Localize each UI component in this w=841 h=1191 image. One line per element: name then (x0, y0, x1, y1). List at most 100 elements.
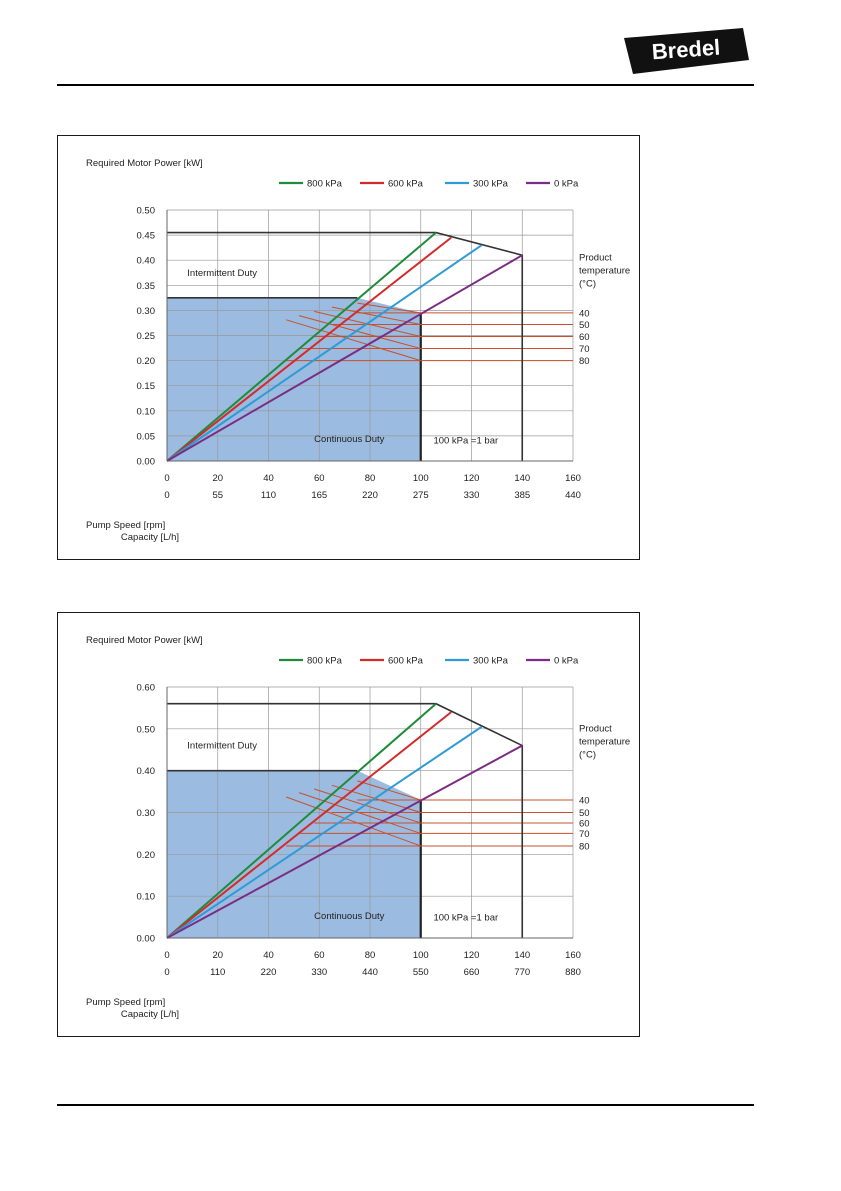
x2-tick-label: 55 (212, 490, 223, 501)
chart-1: 0.00 0.05 0.10 0.15 0.20 0.25 0.30 0.35 0.40 0.45… (57, 135, 640, 560)
legend-label: 800 kPa (307, 656, 343, 667)
x-tick-label: 120 (464, 950, 480, 961)
x2-tick-label: 550 (413, 967, 429, 978)
y-tick-label: 0.05 (137, 431, 156, 442)
footer-rule (57, 1104, 754, 1106)
y-tick-label: 0.25 (137, 331, 156, 342)
series-line-600-kpa (166, 711, 452, 939)
x2-tick-label: 660 (464, 967, 480, 978)
series-line-300-kpa (166, 725, 483, 939)
x-tick-label: 140 (514, 473, 530, 484)
temperature-curve-80 (286, 796, 421, 847)
x2-tick-label: 0 (164, 967, 169, 978)
temperature-label: 40 (579, 795, 590, 806)
legend-label: 800 kPa (307, 179, 343, 190)
x2-tick-label: 220 (362, 490, 378, 501)
temperature-curve-80 (286, 319, 421, 362)
x-tick-label: 120 (464, 473, 480, 484)
temperature-curve-70 (298, 315, 421, 350)
continuous-duty-region (167, 297, 421, 461)
x-tick-label: 160 (565, 950, 581, 961)
y-tick-label: 0.50 (137, 206, 156, 217)
x2-tick-label: 330 (311, 967, 327, 978)
temperature-title-line-1: Product (579, 724, 612, 735)
y-tick-label: 0.45 (137, 231, 156, 242)
legend-label: 300 kPa (473, 656, 509, 667)
temperature-label: 60 (579, 332, 590, 343)
legend-label: 0 kPa (554, 656, 579, 667)
temperature-label: 80 (579, 841, 590, 852)
temperature-label: 80 (579, 356, 590, 367)
continuous-duty-label: Continuous Duty (314, 434, 384, 445)
chart-title: Required Motor Power [kW] (86, 158, 203, 169)
x-tick-label: 140 (514, 950, 530, 961)
series-line-600-kpa (166, 236, 452, 462)
chart-2-plot: 0.00 0.10 0.20 0.30 0.40 0.50 0.60 0 20 40 60 80 100… (86, 635, 630, 1020)
temperature-label: 50 (579, 320, 590, 331)
x-tick-label: 60 (314, 950, 325, 961)
legend-label: 0 kPa (554, 179, 579, 190)
x2-tick-label: 275 (413, 490, 429, 501)
x2-tick-label: 0 (164, 490, 169, 501)
x2-tick-label: 165 (311, 490, 327, 501)
bar-conversion-note: 100 kPa =1 bar (433, 912, 498, 923)
chart-title: Required Motor Power [kW] (86, 635, 203, 646)
x-tick-label: 40 (263, 473, 274, 484)
x2-tick-label: 440 (565, 490, 581, 501)
temperature-title-line-3: (°C) (579, 750, 596, 761)
y-tick-label: 0.15 (137, 381, 156, 392)
x2-tick-label: 330 (464, 490, 480, 501)
x-tick-label: 160 (565, 473, 581, 484)
y-tick-label: 0.30 (137, 808, 156, 819)
temperature-label: 60 (579, 818, 590, 829)
temperature-label: 70 (579, 829, 590, 840)
legend-label: 300 kPa (473, 179, 509, 190)
x-axis-label: Pump Speed [rpm] (86, 997, 165, 1008)
x2-tick-label: 770 (514, 967, 530, 978)
intermittent-duty-label: Intermittent Duty (187, 268, 257, 279)
legend-label: 600 kPa (388, 179, 424, 190)
temperature-title-line-2: temperature (579, 737, 630, 748)
temperature-label: 50 (579, 808, 590, 819)
series-line-0-kpa (166, 744, 523, 939)
y-tick-label: 0.00 (137, 457, 156, 468)
x2-tick-label: 440 (362, 967, 378, 978)
y-tick-label: 0.50 (137, 724, 156, 735)
x-tick-label: 80 (365, 473, 376, 484)
x-tick-label: 80 (365, 950, 376, 961)
y-tick-label: 0.35 (137, 281, 156, 292)
header-rule (57, 84, 754, 86)
temperature-label: 70 (579, 344, 590, 355)
temperature-title-line-1: Product (579, 253, 612, 264)
y-tick-label: 0.40 (137, 766, 156, 777)
x-tick-label: 60 (314, 473, 325, 484)
x-tick-label: 20 (212, 473, 223, 484)
x2-tick-label: 385 (514, 490, 530, 501)
x2-tick-label: 220 (261, 967, 277, 978)
y-tick-label: 0.10 (137, 892, 156, 903)
series-line-800-kpa (166, 702, 437, 939)
x-tick-label: 100 (413, 950, 429, 961)
intermittent-duty-label: Intermittent Duty (187, 741, 257, 752)
logo-badge (624, 28, 749, 74)
chart-2: 0.00 0.10 0.20 0.30 0.40 0.50 0.60 0 20 40 60 80 100… (57, 612, 640, 1037)
intermittent-duty-boundary (167, 231, 524, 461)
temperature-curve-70 (298, 792, 421, 834)
x-tick-label: 100 (413, 473, 429, 484)
temperature-label: 40 (579, 308, 590, 319)
chart-1-plot: 0.00 0.05 0.10 0.15 0.20 0.25 0.30 0.35 0.40 0.45… (86, 158, 630, 543)
x2-tick-label: 110 (261, 490, 276, 501)
x-tick-label: 40 (263, 950, 274, 961)
legend-label: 600 kPa (388, 656, 424, 667)
x-tick-label: 0 (164, 473, 169, 484)
temperature-title-line-3: (°C) (579, 279, 596, 290)
y-tick-label: 0.20 (137, 850, 156, 861)
logo-text: Bredel (651, 35, 721, 65)
x2-tick-label: 880 (565, 967, 581, 978)
x-axis-label: Pump Speed [rpm] (86, 520, 165, 531)
x-tick-label: 20 (212, 950, 223, 961)
y-tick-label: 0.30 (137, 306, 156, 317)
intermittent-duty-boundary (167, 702, 524, 938)
x2-axis-label: Capacity [L/h] (121, 532, 179, 543)
y-tick-label: 0.00 (137, 934, 156, 945)
